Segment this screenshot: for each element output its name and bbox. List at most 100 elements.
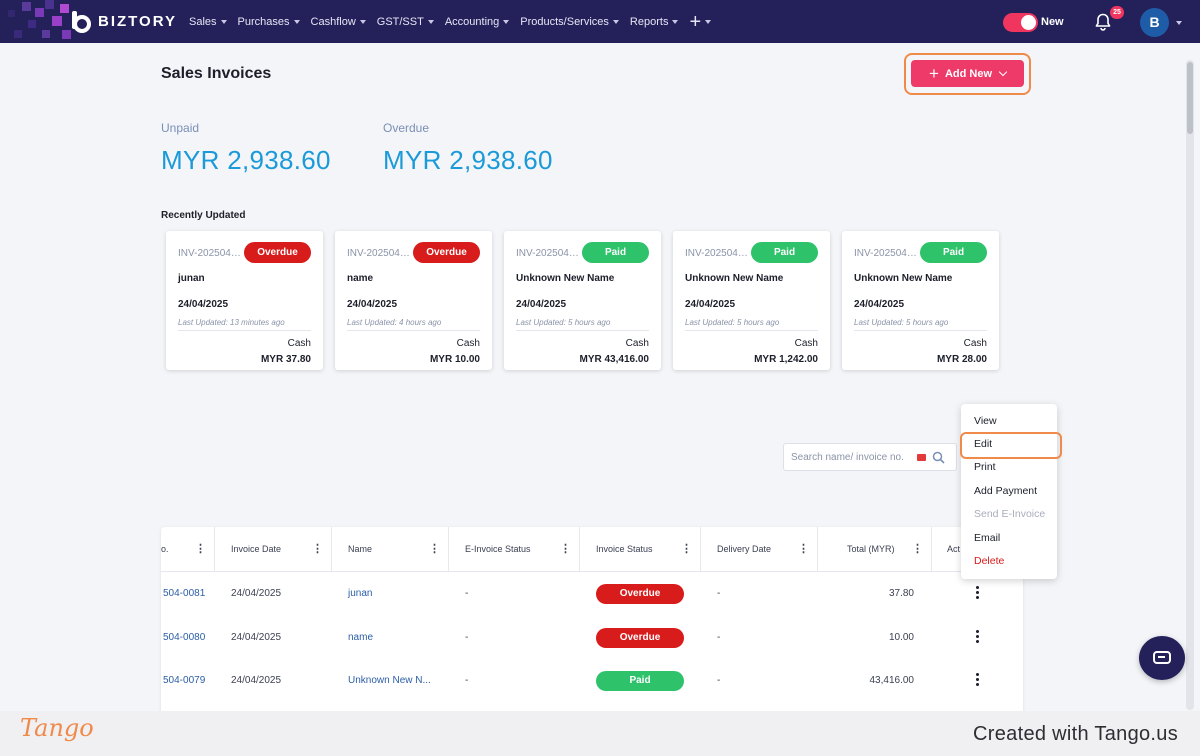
card-payment-method: Cash <box>963 338 987 349</box>
card-invoice-no: INV-2025040... <box>178 248 244 259</box>
nav-purchases[interactable]: Purchases <box>238 16 300 28</box>
card-payment-method: Cash <box>456 338 480 349</box>
caret-down-icon <box>293 20 300 24</box>
row-actions-menu-icon[interactable] <box>972 672 982 688</box>
nav-quick-add[interactable]: + <box>689 10 712 33</box>
overdue-amount: MYR 2,938.60 <box>383 145 553 175</box>
caret-down-icon <box>612 20 619 24</box>
row-invoice-no[interactable]: 504-0081 <box>163 588 206 599</box>
column-header-delivery-date[interactable]: Delivery Date ⋮ <box>701 527 818 572</box>
search-icon[interactable] <box>932 451 945 464</box>
column-menu-icon[interactable]: ⋮ <box>429 543 440 555</box>
menu-item-view[interactable]: View <box>974 415 997 427</box>
card-customer-name: Unknown New Name <box>516 273 615 284</box>
invoice-card[interactable]: INV-2025040... Overdue name 24/04/2025 L… <box>335 231 492 370</box>
card-date: 24/04/2025 <box>854 299 905 310</box>
invoice-card[interactable]: INV-2025040... Overdue junan 24/04/2025 … <box>166 231 323 370</box>
nav-cashflow[interactable]: Cashflow <box>311 16 366 28</box>
row-actions-menu-icon[interactable] <box>972 629 982 645</box>
brand-name: BIZTORY <box>98 12 178 30</box>
card-last-updated: Last Updated: 4 hours ago <box>347 318 442 327</box>
top-navbar: BIZTORY Sales Purchases Cashflow GST/SST… <box>0 0 1200 43</box>
menu-item-print[interactable]: Print <box>974 461 996 473</box>
column-header-invoice-status[interactable]: Invoice Status ⋮ <box>580 527 701 572</box>
card-last-updated: Last Updated: 5 hours ago <box>685 318 780 327</box>
plus-icon: + <box>689 10 702 33</box>
unpaid-summary: Unpaid MYR 2,938.60 <box>161 121 331 176</box>
invoice-card[interactable]: INV-2025040... Paid Unknown New Name 24/… <box>842 231 999 370</box>
card-invoice-no: INV-2025040... <box>516 248 582 259</box>
row-customer-name[interactable]: junan <box>348 588 373 599</box>
column-label: Total (MYR) <box>847 544 895 554</box>
column-header-invoice-no[interactable]: o. ⋮ <box>161 527 215 572</box>
column-header-total[interactable]: Total (MYR) ⋮ <box>818 527 932 572</box>
brand-logo[interactable]: BIZTORY <box>70 9 177 33</box>
row-actions-menu-icon[interactable] <box>972 585 982 601</box>
nav-gst-sst[interactable]: GST/SST <box>377 16 434 28</box>
avatar-caret-down-icon[interactable] <box>1176 21 1182 25</box>
nav-label: GST/SST <box>376 15 424 28</box>
menu-item-edit[interactable]: Edit <box>974 438 993 450</box>
invoice-card[interactable]: INV-2025040... Paid Unknown New Name 24/… <box>504 231 661 370</box>
menu-item-delete[interactable]: Delete <box>974 555 1005 567</box>
card-divider <box>685 330 818 331</box>
row-total: 43,416.00 <box>869 675 915 686</box>
column-menu-icon[interactable]: ⋮ <box>312 543 323 555</box>
page-scrollbar[interactable] <box>1186 60 1194 710</box>
row-einvoice-status: - <box>465 588 469 599</box>
invoice-card[interactable]: INV-2025040... Paid Unknown New Name 24/… <box>673 231 830 370</box>
column-menu-icon[interactable]: ⋮ <box>195 543 206 555</box>
column-menu-icon[interactable]: ⋮ <box>912 543 923 555</box>
toggle-label: New <box>1041 16 1064 28</box>
nav-accounting[interactable]: Accounting <box>445 16 510 28</box>
caret-down-icon <box>672 20 679 24</box>
card-divider <box>854 330 987 331</box>
bell-icon[interactable] <box>1093 12 1113 32</box>
row-customer-name[interactable]: name <box>348 632 374 643</box>
column-header-invoice-date[interactable]: Invoice Date ⋮ <box>215 527 332 572</box>
nav-reports[interactable]: Reports <box>630 16 679 28</box>
nav-sales[interactable]: Sales <box>189 16 227 28</box>
chat-support-button[interactable] <box>1139 636 1185 680</box>
column-menu-icon[interactable]: ⋮ <box>681 543 692 555</box>
nav-label: Purchases <box>237 15 290 28</box>
overdue-label: Overdue <box>383 121 430 135</box>
keyboard-icon <box>917 453 926 461</box>
menu-item-email[interactable]: Email <box>974 532 1001 544</box>
card-customer-name: junan <box>178 273 205 284</box>
nav-products-services[interactable]: Products/Services <box>520 16 619 28</box>
overdue-summary: Overdue MYR 2,938.60 <box>383 121 553 176</box>
column-menu-icon[interactable]: ⋮ <box>560 543 571 555</box>
card-invoice-no: INV-2025040... <box>347 248 413 259</box>
search-input[interactable] <box>791 451 916 463</box>
row-total: 10.00 <box>888 632 914 643</box>
row-status-badge: Paid <box>596 671 684 691</box>
column-label: Name <box>348 544 373 554</box>
column-header-einvoice-status[interactable]: E-Invoice Status ⋮ <box>449 527 580 572</box>
card-status-badge: Paid <box>751 242 818 263</box>
column-header-name[interactable]: Name ⋮ <box>332 527 449 572</box>
notification-count-badge: 25 <box>1110 6 1124 19</box>
card-payment-method: Cash <box>287 338 311 349</box>
card-total: MYR 37.80 <box>260 354 311 365</box>
add-new-button[interactable]: + Add New <box>911 60 1024 87</box>
unpaid-amount: MYR 2,938.60 <box>161 145 331 175</box>
row-invoice-no[interactable]: 504-0079 <box>163 675 206 686</box>
card-customer-name: Unknown New Name <box>854 273 953 284</box>
row-invoice-no[interactable]: 504-0080 <box>163 632 206 643</box>
card-total: MYR 1,242.00 <box>754 354 818 365</box>
card-total: MYR 10.00 <box>429 354 480 365</box>
new-ui-toggle[interactable] <box>1003 13 1038 32</box>
menu-item-add-payment[interactable]: Add Payment <box>974 485 1038 497</box>
row-status-badge: Overdue <box>596 584 684 604</box>
card-date: 24/04/2025 <box>178 299 229 310</box>
column-menu-icon[interactable]: ⋮ <box>798 543 809 555</box>
page-title: Sales Invoices <box>161 65 272 82</box>
user-avatar[interactable]: B <box>1140 8 1169 37</box>
row-customer-name[interactable]: Unknown New N... <box>348 675 431 686</box>
logo-mosaic-decoration <box>0 0 120 43</box>
row-einvoice-status: - <box>465 675 469 686</box>
caret-down-icon <box>503 20 510 24</box>
row-invoice-date: 24/04/2025 <box>231 632 282 643</box>
row-einvoice-status: - <box>465 632 469 643</box>
